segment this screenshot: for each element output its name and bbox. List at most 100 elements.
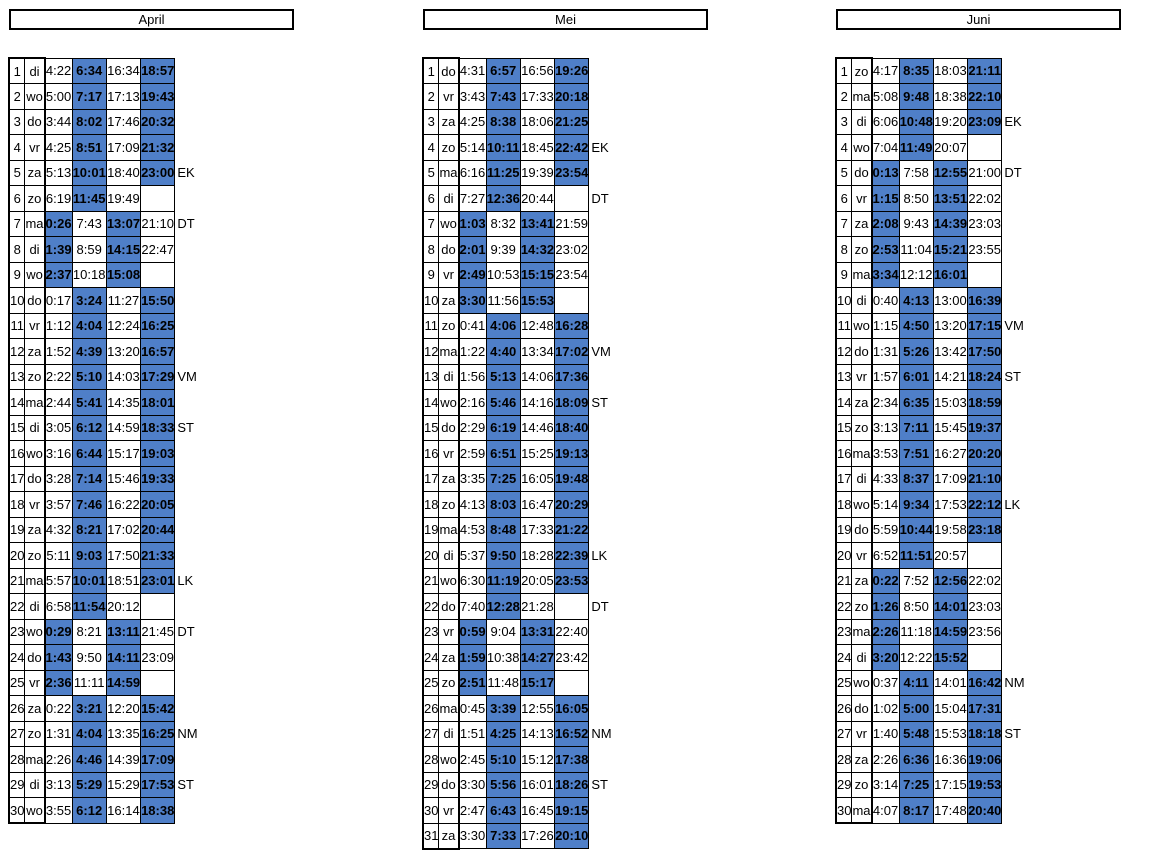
moon-phase-note: DT: [177, 624, 195, 640]
day-number: 25: [422, 669, 440, 696]
weekday: vr: [438, 618, 460, 645]
day-number: 21: [422, 567, 440, 594]
table-row: 3 za 4:25 8:38 18:06 21:25: [422, 108, 613, 135]
moon-phase-note: [1002, 390, 1026, 416]
day-number: 1: [835, 57, 853, 84]
weekday: di: [851, 465, 873, 492]
high-tide-time: 4:13: [898, 287, 934, 314]
tide-time: 6:58: [44, 593, 73, 620]
table-row: 23 vr 0:59 9:04 13:31 22:40: [422, 618, 613, 645]
tide-time: 12:55: [519, 695, 556, 722]
table-row: 10 di 0:40 4:13 13:00 16:39: [835, 287, 1026, 314]
weekday: do: [24, 465, 46, 492]
tide-time: 23:03: [967, 210, 1003, 237]
moon-phase-note: [175, 798, 199, 824]
high-tide-time: 17:09: [140, 746, 176, 773]
day-number: 29: [8, 771, 26, 798]
moon-phase-note: ST: [177, 777, 194, 793]
moon-phase-note: [589, 160, 613, 186]
day-number: 24: [835, 644, 853, 671]
tide-time: 23:54: [554, 261, 590, 288]
moon-phase-note: [1002, 211, 1026, 237]
high-tide-time: 8:03: [485, 491, 521, 518]
high-tide-time: 6:36: [898, 746, 934, 773]
weekday: wo: [851, 669, 873, 696]
weekday: ma: [24, 567, 46, 594]
table-row: 1 zo 4:17 8:35 18:03 21:11: [835, 57, 1026, 84]
day-number: 7: [8, 210, 26, 237]
moon-phase-note: [1002, 798, 1026, 824]
moon-phase-note: [1002, 58, 1026, 84]
weekday: ma: [438, 159, 460, 186]
high-tide-time: 6:34: [71, 57, 107, 84]
month-title: April: [9, 9, 294, 30]
tide-time: 23:03: [967, 593, 1003, 620]
high-tide-time: 23:00: [140, 159, 176, 186]
table-row: 12 za 1:52 4:39 13:20 16:57: [8, 338, 199, 365]
day-number: 12: [422, 338, 440, 365]
table-row: 7 wo 1:03 8:32 13:41 21:59: [422, 210, 613, 237]
day-number: 20: [8, 542, 26, 569]
weekday: wo: [24, 797, 46, 824]
tide-time: 16:47: [519, 491, 556, 518]
tide-time: 20:07: [932, 134, 969, 161]
high-tide-time: 17:31: [967, 695, 1003, 722]
high-tide-time: 23:09: [967, 108, 1003, 135]
high-tide-time: 10:01: [71, 159, 107, 186]
high-tide-time: 16:57: [140, 338, 176, 365]
tide-time: [967, 542, 1003, 569]
weekday: vr: [438, 440, 460, 467]
moon-phase-note: [175, 237, 199, 263]
weekday: do: [851, 159, 873, 186]
weekday: di: [438, 542, 460, 569]
moon-phase-note: LK: [1004, 496, 1021, 512]
day-number: 9: [422, 261, 440, 288]
table-row: 6 zo 6:19 11:45 19:49: [8, 185, 199, 212]
table-row: 2 vr 3:43 7:43 17:33 20:18: [422, 83, 613, 110]
tide-time: 13:34: [519, 338, 556, 365]
high-tide-time: 5:13: [485, 363, 521, 390]
tide-time: 16:45: [519, 797, 556, 824]
tide-time: 17:02: [105, 516, 142, 543]
weekday: vr: [438, 83, 460, 110]
table-row: 11 zo 0:41 4:06 12:48 16:28: [422, 312, 613, 339]
day-number: 25: [835, 669, 853, 696]
high-tide-time: 18:09: [554, 389, 590, 416]
high-tide-time: 11:54: [71, 593, 107, 620]
tide-time: 3:30: [458, 771, 487, 798]
high-tide-time: 20:10: [554, 822, 590, 849]
table-row: 14 ma 2:44 5:41 14:35 18:01: [8, 389, 199, 416]
weekday: do: [851, 516, 873, 543]
high-tide-time: 18:38: [140, 797, 176, 824]
high-tide-time: 20:40: [967, 797, 1003, 824]
tide-time: 2:45: [458, 746, 487, 773]
tide-time: 14:39: [105, 746, 142, 773]
tide-time: 15:04: [932, 695, 969, 722]
high-tide-time: 14:11: [105, 644, 142, 671]
weekday: za: [438, 108, 460, 135]
high-tide-time: 5:46: [485, 389, 521, 416]
table-row: 23 wo 0:29 8:21 13:11 21:45 DT: [8, 618, 199, 645]
tide-time: 15:12: [519, 746, 556, 773]
day-number: 14: [422, 389, 440, 416]
high-tide-time: 19:37: [967, 414, 1003, 441]
table-row: 1 do 4:31 6:57 16:56 19:26: [422, 57, 613, 84]
weekday: zo: [438, 669, 460, 696]
high-tide-time: 0:59: [458, 618, 487, 645]
tide-time: 5:14: [458, 134, 487, 161]
day-number: 17: [8, 465, 26, 492]
high-tide-time: 4:04: [71, 720, 107, 747]
high-tide-time: 3:39: [485, 695, 521, 722]
high-tide-time: 1:15: [871, 185, 900, 212]
weekday: za: [438, 822, 460, 850]
tide-time: 0:22: [44, 695, 73, 722]
moon-phase-note: [1002, 543, 1026, 569]
tide-time: 7:43: [71, 210, 107, 237]
day-number: 25: [8, 669, 26, 696]
weekday: vr: [851, 542, 873, 569]
month-title: Juni: [836, 9, 1121, 30]
high-tide-time: 5:48: [898, 720, 934, 747]
moon-phase-note: [1002, 772, 1026, 798]
day-number: 23: [422, 618, 440, 645]
day-number: 5: [8, 159, 26, 186]
